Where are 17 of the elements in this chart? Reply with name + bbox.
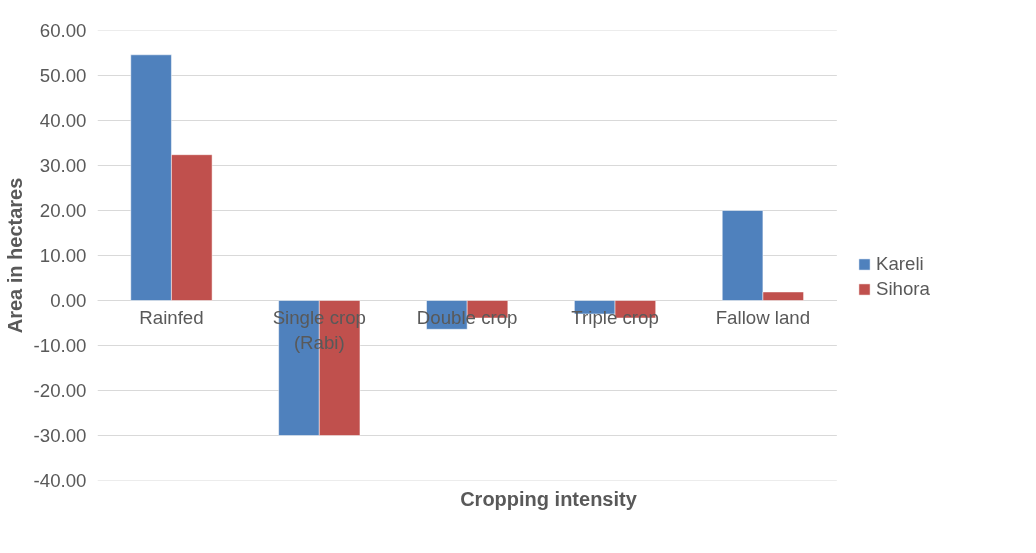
y-axis-title: Area in hectares <box>3 177 26 334</box>
y-tick-label: 0.00 <box>50 290 87 311</box>
x-tick-label: Rainfed <box>139 306 204 328</box>
y-tick-label: 60.00 <box>39 20 87 41</box>
y-tick-label: 30.00 <box>39 155 87 176</box>
y-tick-label: 40.00 <box>39 110 87 131</box>
y-tick-label: -20.00 <box>33 380 87 401</box>
x-axis-title: Cropping intensity <box>460 487 638 510</box>
y-tick-label: 50.00 <box>39 65 87 86</box>
legend-label: Sihora <box>876 278 930 300</box>
y-tick-label: -40.00 <box>33 470 87 491</box>
y-tick-label: 20.00 <box>39 200 87 221</box>
x-tick-label: Fallow land <box>715 306 811 328</box>
y-tick-label: -30.00 <box>33 425 87 446</box>
y-tick-label: -10.00 <box>33 335 87 356</box>
y-tick-label: 10.00 <box>39 245 87 266</box>
legend-label: Kareli <box>876 253 924 275</box>
